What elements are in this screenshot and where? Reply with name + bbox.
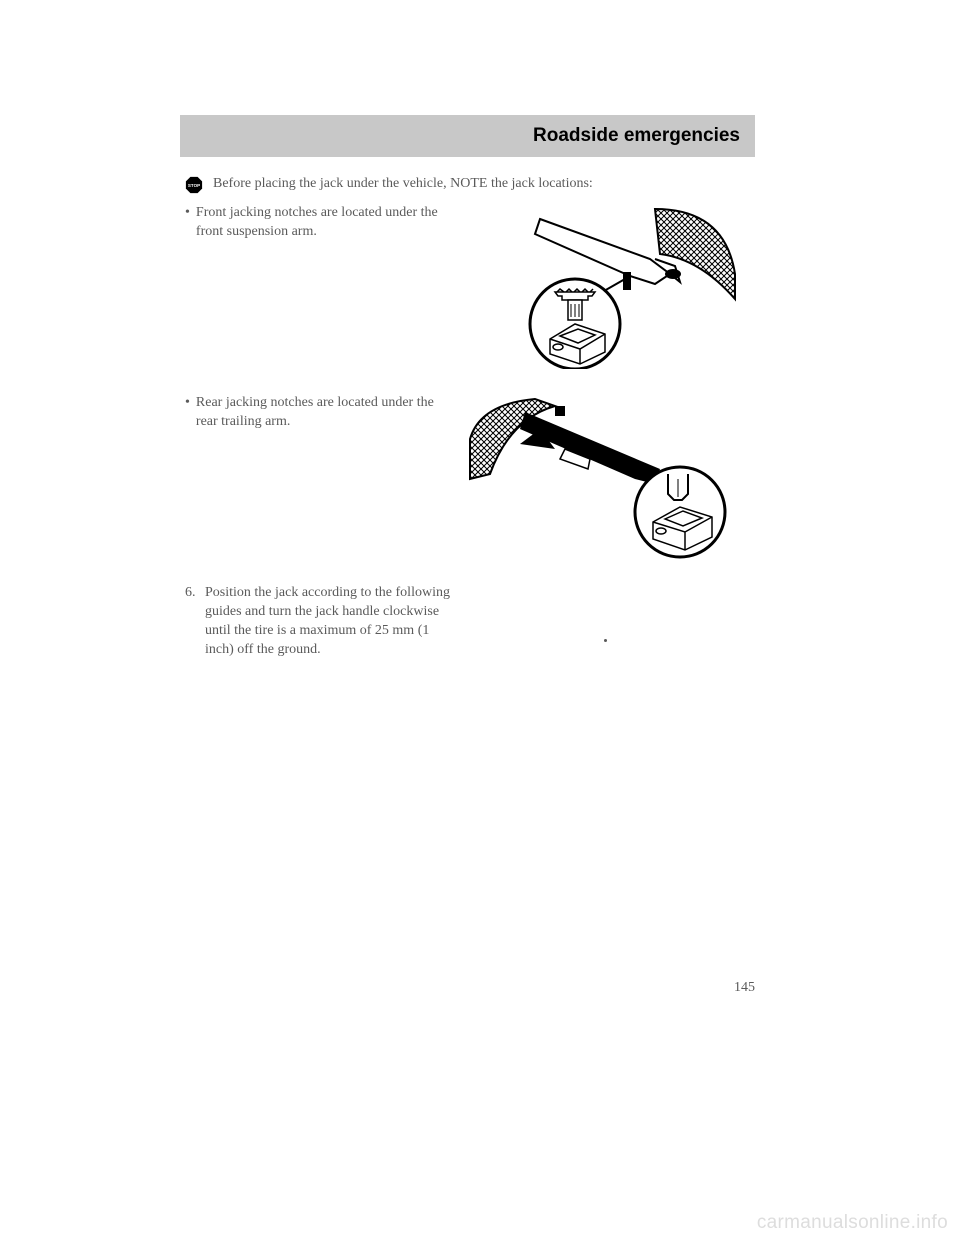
rear-diagram-column <box>450 394 755 564</box>
bullet-text-column: • Front jacking notches are located unde… <box>185 204 450 374</box>
bullet-marker: • <box>185 394 190 413</box>
stop-text: Before placing the jack under the vehicl… <box>213 175 593 194</box>
step-6-text: Position the jack according to the follo… <box>205 584 455 660</box>
step-number: 6. <box>185 584 199 603</box>
step-6-section: 6. Position the jack according to the fo… <box>185 584 755 660</box>
placeholder-dot <box>604 639 607 642</box>
step-6-diagram-placeholder <box>455 584 755 660</box>
bullet-text-column: • Rear jacking notches are located under… <box>185 394 450 564</box>
watermark: carmanualsonline.info <box>757 1212 948 1234</box>
svg-text:STOP: STOP <box>188 183 200 188</box>
bullet-marker: • <box>185 204 190 223</box>
front-jacking-section: • Front jacking notches are located unde… <box>185 204 755 374</box>
page-number: 145 <box>180 980 755 996</box>
front-jack-diagram <box>460 204 740 369</box>
stop-instruction-line: STOP Before placing the jack under the v… <box>185 175 755 194</box>
rear-jacking-text: Rear jacking notches are located under t… <box>196 394 450 432</box>
front-jacking-text: Front jacking notches are located under … <box>196 204 450 242</box>
step-text-column: 6. Position the jack according to the fo… <box>185 584 455 660</box>
front-diagram-column <box>450 204 755 374</box>
rear-jacking-section: • Rear jacking notches are located under… <box>185 394 755 564</box>
header-bar: Roadside emergencies <box>180 115 755 157</box>
rear-jack-diagram <box>460 394 740 559</box>
page-container: Roadside emergencies STOP Before placing… <box>180 115 755 996</box>
stop-icon: STOP <box>185 176 203 194</box>
header-title: Roadside emergencies <box>533 125 740 147</box>
